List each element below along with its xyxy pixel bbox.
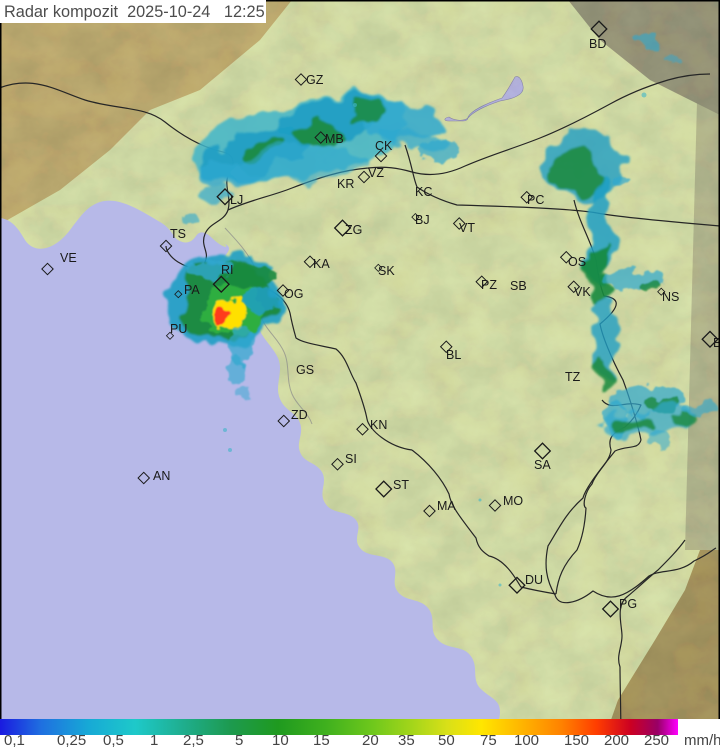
svg-text:150: 150 [564,732,589,749]
svg-text:75: 75 [480,732,497,749]
svg-text:MA: MA [437,499,456,513]
svg-text:LJ: LJ [230,193,243,207]
svg-text:KR: KR [337,177,354,191]
svg-text:15: 15 [313,732,330,749]
svg-text:KC: KC [415,185,432,199]
svg-text:SK: SK [378,264,395,278]
svg-text:VZ: VZ [368,166,384,180]
svg-text:OG: OG [284,287,303,301]
svg-text:TS: TS [170,227,186,241]
svg-text:20: 20 [362,732,379,749]
svg-text:0,1: 0,1 [4,732,25,749]
svg-text:AN: AN [153,469,170,483]
svg-text:TZ: TZ [565,370,581,384]
svg-text:BJ: BJ [415,213,430,227]
svg-text:250: 250 [644,732,669,749]
svg-text:DU: DU [525,573,543,587]
svg-text:35: 35 [398,732,415,749]
svg-text:VT: VT [459,221,475,235]
svg-text:ZD: ZD [291,408,308,422]
svg-text:NS: NS [662,290,679,304]
svg-text:mm/h: mm/h [684,732,720,749]
svg-text:0,25: 0,25 [57,732,86,749]
svg-text:VK: VK [574,285,591,299]
svg-text:PU: PU [170,322,187,336]
svg-text:GS: GS [296,363,314,377]
svg-text:KN: KN [370,418,387,432]
svg-text:RI: RI [221,263,234,277]
svg-text:MB: MB [325,132,344,146]
svg-text:OS: OS [568,255,586,269]
svg-text:SA: SA [534,458,551,472]
svg-text:5: 5 [235,732,243,749]
svg-text:0,5: 0,5 [103,732,124,749]
svg-text:PG: PG [619,597,637,611]
svg-text:ST: ST [393,478,409,492]
svg-text:200: 200 [604,732,629,749]
svg-text:BL: BL [446,348,461,362]
svg-text:MO: MO [503,494,523,508]
svg-text:GZ: GZ [306,73,324,87]
svg-text:SB: SB [510,279,527,293]
svg-text:100: 100 [514,732,539,749]
svg-text:VE: VE [60,251,77,265]
svg-text:SI: SI [345,452,357,466]
svg-text:PA: PA [184,283,200,297]
svg-text:10: 10 [272,732,289,749]
svg-text:1: 1 [150,732,158,749]
svg-text:PZ: PZ [481,278,497,292]
svg-text:ZG: ZG [345,223,362,237]
svg-text:CK: CK [375,139,393,153]
svg-text:Radar kompozit 2025-10-24 1: Radar kompozit 2025-10-24 12:25 [4,3,265,21]
svg-text:PC: PC [527,193,544,207]
svg-text:KA: KA [313,257,330,271]
svg-text:2,5: 2,5 [183,732,204,749]
svg-text:50: 50 [438,732,455,749]
svg-text:BD: BD [589,37,606,51]
